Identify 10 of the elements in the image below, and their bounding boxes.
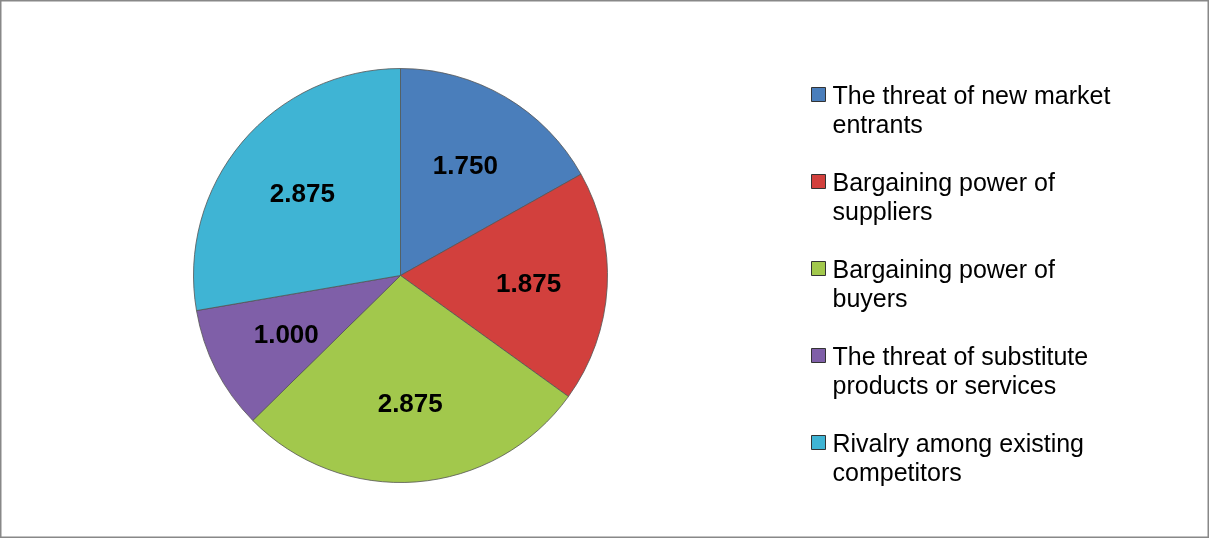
data-label: 1.875	[496, 267, 562, 298]
legend-label: The threat of new market entrants	[832, 80, 1111, 138]
legend-label: Rivalry among existing competitors	[832, 428, 1084, 486]
data-label: 2.875	[269, 177, 335, 208]
legend-label: Bargaining power of suppliers	[832, 167, 1055, 225]
data-label: 2.875	[377, 388, 443, 419]
data-label: 1.000	[253, 318, 319, 349]
legend-label: The threat of substitute products or services	[832, 341, 1089, 399]
data-label: 1.750	[432, 149, 498, 180]
legend-label: Bargaining power of buyers	[832, 254, 1055, 312]
